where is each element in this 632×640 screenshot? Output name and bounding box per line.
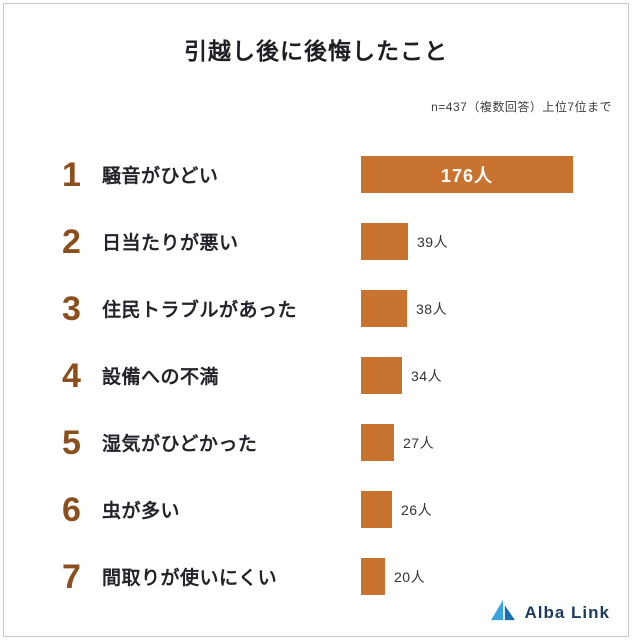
- brand-name: Alba Link: [524, 602, 610, 622]
- chart-row: 4 設備への不満 34人: [4, 342, 628, 409]
- category-label: 虫が多い: [102, 501, 181, 522]
- albalink-logo-icon: [490, 599, 516, 626]
- value-bar: [361, 223, 408, 260]
- bar-value-label: 20人: [394, 568, 426, 585]
- bar-value-label: 26人: [401, 501, 433, 518]
- rank-number: 1: [62, 155, 81, 194]
- value-bar: [361, 558, 385, 595]
- brand-logo: Alba Link: [490, 599, 610, 626]
- rank-number: 4: [62, 356, 81, 395]
- rank-number: 5: [62, 423, 81, 462]
- bar-value-label: 38人: [416, 300, 448, 317]
- chart-row: 5 湿気がひどかった 27人: [4, 409, 628, 476]
- bar-value-label: 39人: [417, 233, 449, 250]
- bar-value-label: 176人: [440, 165, 494, 186]
- value-bar: [361, 290, 407, 327]
- category-label: 湿気がひどかった: [102, 434, 258, 455]
- ranking-list: 1 騒音がひどい 176人 2 日当たりが悪い 39人 3 住民トラブルがあった…: [4, 141, 628, 610]
- sample-note: n=437（複数回答）上位7位まで: [431, 100, 612, 114]
- category-label: 間取りが使いにくい: [102, 568, 278, 589]
- category-label: 日当たりが悪い: [102, 233, 239, 254]
- chart-row: 2 日当たりが悪い 39人: [4, 208, 628, 275]
- chart-card: 引越し後に後悔したこと n=437（複数回答）上位7位まで 1 騒音がひどい 1…: [3, 3, 629, 637]
- bar-area: 176人: [361, 141, 573, 208]
- value-bar: [361, 424, 394, 461]
- page-title: 引越し後に後悔したこと: [184, 38, 448, 64]
- category-label: 設備への不満: [102, 367, 220, 388]
- bar-area: 38人: [361, 275, 447, 342]
- chart-row: 7 間取りが使いにくい 20人: [4, 543, 628, 610]
- chart-row: 3 住民トラブルがあった 38人: [4, 275, 628, 342]
- bar-area: 34人: [361, 342, 442, 409]
- chart-row: 1 騒音がひどい 176人: [4, 141, 628, 208]
- value-bar: [361, 491, 392, 528]
- bar-value-label: 34人: [411, 367, 443, 384]
- bar-value-label: 27人: [403, 434, 435, 451]
- value-bar: [361, 357, 402, 394]
- bar-area: 26人: [361, 476, 432, 543]
- bar-area: 20人: [361, 543, 425, 610]
- bar-area: 27人: [361, 409, 434, 476]
- rank-number: 6: [62, 490, 81, 529]
- rank-number: 7: [62, 557, 81, 596]
- rank-number: 2: [62, 222, 81, 261]
- category-label: 騒音がひどい: [102, 166, 219, 187]
- rank-number: 3: [62, 289, 81, 328]
- category-label: 住民トラブルがあった: [102, 300, 298, 321]
- value-bar: 176人: [361, 156, 573, 193]
- bar-area: 39人: [361, 208, 448, 275]
- chart-row: 6 虫が多い 26人: [4, 476, 628, 543]
